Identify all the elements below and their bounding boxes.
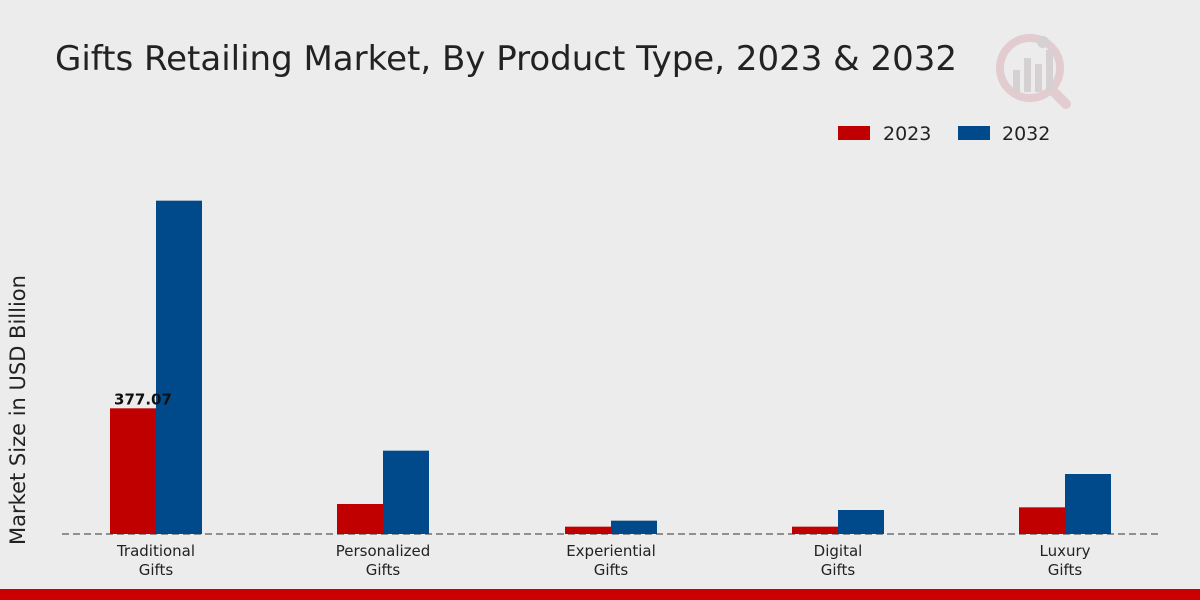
bar-2023-3: [792, 526, 838, 534]
bar-2032-4: [1065, 474, 1111, 534]
x-tick-label-0-0: Traditional: [116, 542, 195, 560]
x-tick-label-1-0: Personalized: [336, 542, 431, 560]
bar-2032-0: [156, 200, 202, 534]
legend-swatch-2023: [838, 126, 870, 140]
bar-2032-3: [838, 510, 884, 534]
x-tick-label-2-0: Experiential: [566, 542, 656, 560]
bar-2023-1: [337, 504, 383, 534]
data-labels: 377.07: [114, 390, 172, 408]
bar-2023-4: [1019, 507, 1065, 534]
x-tick-labels: TraditionalGiftsPersonalizedGiftsExperie…: [116, 542, 1091, 579]
x-tick-label-4-0: Luxury: [1039, 542, 1090, 560]
x-tick-label-1-1: Gifts: [366, 561, 401, 579]
bar-2023-2: [565, 526, 611, 534]
bar-2032-1: [383, 450, 429, 534]
data-label-0: 377.07: [114, 390, 172, 408]
x-tick-label-3-1: Gifts: [821, 561, 856, 579]
legend-swatch-2032: [958, 126, 990, 140]
analytics-logo-icon: [996, 34, 1071, 109]
x-tick-label-0-1: Gifts: [139, 561, 174, 579]
x-tick-label-4-1: Gifts: [1048, 561, 1083, 579]
bar-2032-2: [611, 520, 657, 534]
legend: 2023 2032: [838, 123, 1050, 145]
chart-title: Gifts Retailing Market, By Product Type,…: [55, 39, 957, 79]
legend-label-2023: 2023: [883, 123, 931, 145]
bar-2023-0: [110, 408, 156, 534]
footer-bar: [0, 589, 1200, 600]
x-tick-label-3-0: Digital: [814, 542, 863, 560]
legend-label-2032: 2032: [1002, 123, 1050, 145]
y-axis-label: Market Size in USD Billion: [6, 275, 30, 545]
x-tick-label-2-1: Gifts: [594, 561, 629, 579]
bars-group: [110, 200, 1111, 534]
